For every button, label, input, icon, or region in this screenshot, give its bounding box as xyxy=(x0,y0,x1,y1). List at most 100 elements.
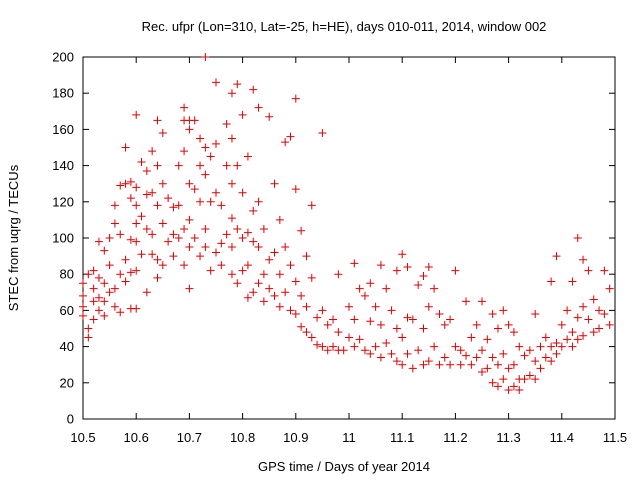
data-point xyxy=(499,306,508,315)
data-point xyxy=(355,284,364,293)
data-point xyxy=(483,364,492,373)
data-point xyxy=(573,313,582,322)
data-point xyxy=(137,157,146,166)
data-point xyxy=(249,288,258,297)
data-point xyxy=(371,342,380,351)
data-point xyxy=(323,346,332,355)
data-point xyxy=(488,378,497,387)
data-point xyxy=(297,291,306,300)
data-point xyxy=(185,243,194,252)
y-tick-label: 180 xyxy=(52,86,74,101)
data-point xyxy=(350,259,359,268)
data-point xyxy=(249,85,258,94)
data-point xyxy=(339,346,348,355)
data-point xyxy=(334,270,343,279)
data-point xyxy=(478,297,486,306)
data-point xyxy=(158,219,167,228)
data-point xyxy=(579,331,588,340)
data-point xyxy=(307,273,316,282)
y-tick-label: 80 xyxy=(60,267,74,282)
data-point xyxy=(196,252,205,261)
data-point xyxy=(169,252,178,261)
data-point xyxy=(552,338,561,347)
data-point xyxy=(329,342,338,351)
x-tick-label: 10.9 xyxy=(283,430,308,445)
data-point xyxy=(201,53,210,61)
data-point xyxy=(499,349,508,358)
x-tick-label: 11.1 xyxy=(390,430,414,445)
data-point xyxy=(376,320,385,329)
x-axis-title: GPS time / Days of year 2014 xyxy=(258,459,430,474)
data-point xyxy=(132,219,141,228)
data-point xyxy=(212,248,220,257)
data-point xyxy=(414,346,423,355)
data-point xyxy=(169,203,178,212)
data-point xyxy=(238,110,247,119)
data-point xyxy=(291,185,300,194)
data-point xyxy=(94,293,103,302)
data-point xyxy=(371,302,380,311)
data-point xyxy=(563,306,572,315)
data-point xyxy=(478,346,486,355)
data-point xyxy=(142,190,151,199)
data-point xyxy=(126,194,135,203)
data-point xyxy=(595,306,604,315)
data-point xyxy=(275,270,284,279)
data-point xyxy=(180,103,189,112)
data-point xyxy=(116,308,125,317)
y-axis-ticks: 0 20 40 60 80 100 120 140 160 180 200 xyxy=(52,50,615,427)
data-point xyxy=(493,382,502,391)
data-point xyxy=(557,342,566,351)
data-point xyxy=(435,310,444,319)
data-point xyxy=(132,304,141,313)
x-tick-label: 11.3 xyxy=(496,430,520,445)
data-point xyxy=(302,302,311,311)
data-point xyxy=(206,152,215,161)
data-point xyxy=(462,351,471,360)
data-point xyxy=(259,270,268,279)
data-point xyxy=(222,230,231,239)
data-point xyxy=(180,261,189,270)
data-point xyxy=(185,125,194,134)
data-point xyxy=(360,346,369,355)
data-point xyxy=(84,270,93,279)
data-point xyxy=(249,237,258,246)
data-point xyxy=(440,353,449,362)
data-point xyxy=(148,188,157,197)
data-point xyxy=(302,252,311,261)
data-point xyxy=(222,161,231,170)
data-point xyxy=(547,277,556,286)
data-point xyxy=(89,297,98,306)
data-point xyxy=(249,206,258,215)
data-point xyxy=(132,110,141,119)
data-point xyxy=(430,342,439,351)
data-point xyxy=(424,302,433,311)
data-point xyxy=(286,132,295,141)
data-point xyxy=(270,291,279,300)
data-point xyxy=(579,302,588,311)
data-point xyxy=(536,364,545,373)
data-point xyxy=(153,116,162,125)
data-point xyxy=(212,78,220,87)
data-point xyxy=(254,279,263,288)
data-point xyxy=(589,328,598,337)
y-tick-label: 160 xyxy=(52,122,74,137)
data-point xyxy=(387,349,396,358)
data-point xyxy=(116,270,125,279)
y-tick-label: 120 xyxy=(52,194,74,209)
data-point xyxy=(105,261,114,270)
data-point xyxy=(595,324,604,333)
data-point xyxy=(94,237,103,246)
data-point xyxy=(387,306,396,315)
data-point xyxy=(153,161,162,170)
y-tick-label: 40 xyxy=(60,339,74,354)
data-point xyxy=(472,320,481,329)
data-point xyxy=(110,219,119,228)
data-point xyxy=(488,353,497,362)
y-tick-label: 20 xyxy=(60,375,74,390)
data-point xyxy=(190,116,199,125)
data-point xyxy=(488,310,497,319)
data-point xyxy=(105,288,114,297)
data-point xyxy=(435,360,444,369)
data-point xyxy=(100,246,109,255)
